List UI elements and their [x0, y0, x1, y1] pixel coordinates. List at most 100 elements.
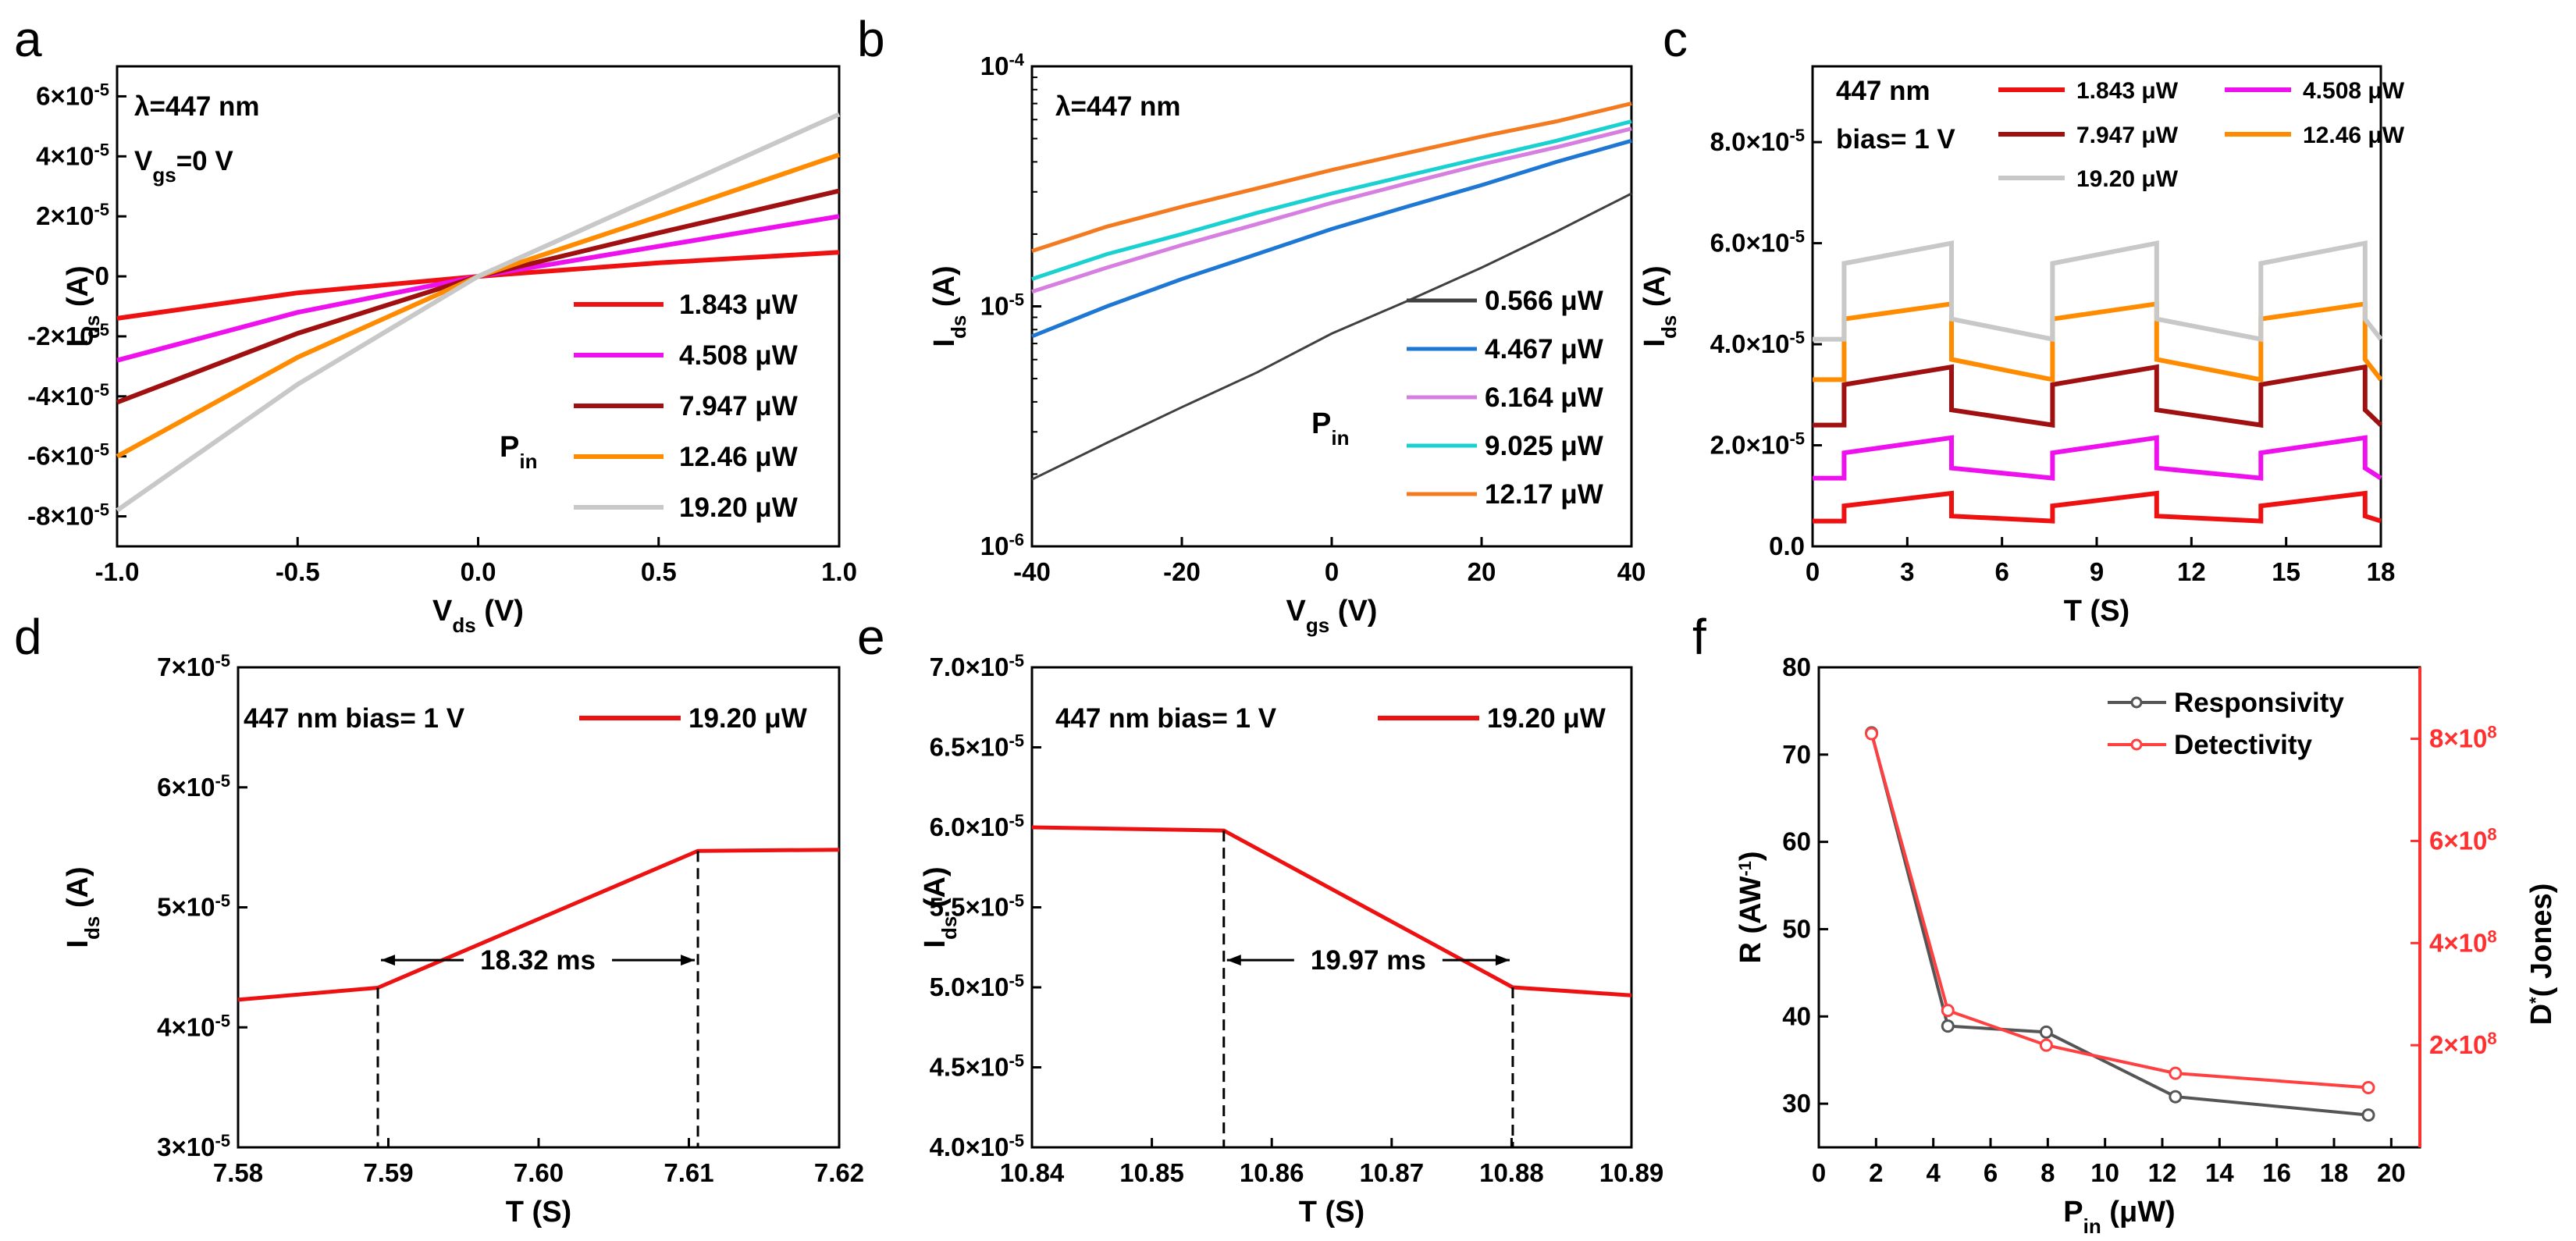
series-line [1031, 192, 1632, 481]
series-line [116, 214, 840, 363]
x-tick-label: 0 [1325, 557, 1339, 586]
y-tick-label: 4.0×10-5 [1710, 328, 1805, 359]
series-line [1870, 732, 2369, 1117]
legend-label: 12.46 μW [679, 442, 798, 472]
x-axis-label: T (S) [2064, 595, 2129, 628]
plot-frame [1817, 666, 2421, 1149]
x-tick-label: 7.61 [664, 1158, 713, 1187]
arrow-head [1495, 955, 1510, 966]
x-tick-label: 0.0 [461, 557, 496, 586]
legend-title: Pin [1311, 407, 1349, 450]
chart-f: 0 2 4 6 8 10 12 14 16 18 20 80 70 60 50 40 30 Pin (μW) R (… [1735, 653, 2558, 1238]
legend-label: Responsivity [2174, 688, 2344, 718]
x-tick-label: 6 [1984, 1158, 1998, 1187]
series-point [2361, 1080, 2375, 1094]
legend-label: Detectivity [2174, 730, 2313, 760]
y-tick-label: 5.0×10-5 [930, 971, 1024, 1002]
x-tick-label: 18 [2367, 557, 2396, 586]
y2-tick-label: 6×108 [2429, 824, 2497, 855]
y-tick-label: 6.5×10-5 [930, 731, 1024, 762]
annotation: 447 nm bias= 1 V [244, 703, 465, 734]
x-axis-label: T (S) [1299, 1196, 1364, 1229]
x-tick-label: 12 [2177, 557, 2206, 586]
y2-axis-label: D*( Jones) [2525, 884, 2558, 1026]
y-tick-label: 2×10-5 [36, 200, 109, 231]
x-tick-label: -0.5 [276, 557, 320, 586]
y2-tick-label: 8×108 [2429, 722, 2497, 753]
annotation: Vgs=0 V [134, 146, 233, 187]
x-axis-label: Vgs (V) [1286, 595, 1378, 637]
y-tick-label: -8×10-5 [27, 500, 109, 531]
series-point [1941, 1004, 1955, 1018]
x-tick-label: 10.84 [1000, 1158, 1065, 1187]
x-tick-label: 12 [2148, 1158, 2177, 1187]
y-tick-label: 7.0×10-5 [930, 651, 1024, 682]
annotation: λ=447 nm [134, 91, 260, 122]
legend-label: 1.843 μW [679, 290, 798, 320]
y-tick-label: 6×10-5 [157, 770, 230, 802]
y-tick-label: -6×10-5 [27, 439, 109, 471]
chart-c: 0 3 6 9 12 15 18 8.0×10-5 6.0×10-5 4.0×10-5 2.0×10… [1638, 65, 2405, 628]
y-tick-label: 3×10-5 [157, 1131, 230, 1162]
y-tick-label: 10-6 [980, 530, 1024, 561]
y2-tick-label: 2×108 [2429, 1029, 2497, 1060]
x-axis-label: T (S) [506, 1196, 571, 1229]
series-point [2361, 1108, 2375, 1122]
x-tick-label: 0 [1812, 1158, 1826, 1187]
y-tick-label: 4.5×10-5 [930, 1051, 1024, 1082]
series-line [1813, 435, 2382, 481]
legend-label: 19.20 μW [1487, 703, 1606, 734]
series-line [1031, 101, 1632, 253]
y-tick-label: 4×10-5 [36, 140, 109, 171]
series-line [1031, 126, 1632, 294]
x-tick-label: -1.0 [95, 557, 140, 586]
y-tick-label: 80 [1782, 653, 1811, 681]
panel-label-d: d [14, 609, 42, 665]
series-line [1813, 300, 2383, 383]
x-tick-label: 3 [1900, 557, 1914, 586]
series-line [1813, 490, 2382, 524]
chart-a: -1.0 -0.5 0.0 0.5 1.0 6×10-5 4×10-5 2×10-5 0 -2×1… [27, 65, 857, 637]
annotation: bias= 1 V [1836, 124, 1955, 155]
y-tick-label: 40 [1782, 1001, 1811, 1030]
legend-label: 7.947 μW [679, 391, 798, 421]
y-tick-label: 60 [1782, 827, 1811, 856]
panel-label-a: a [14, 11, 42, 67]
y-tick-label: -4×10-5 [27, 379, 109, 411]
x-tick-label: 1.0 [821, 557, 857, 586]
arrow-head [681, 955, 696, 966]
plot-frame [1030, 666, 1633, 1149]
x-tick-label: 14 [2205, 1158, 2234, 1187]
chart-e: 10.84 10.85 10.86 10.87 10.88 10.89 7.0×10-5 6.… [919, 651, 1663, 1229]
y-tick-label: 8.0×10-5 [1710, 126, 1805, 157]
x-tick-label: 7.60 [514, 1158, 564, 1187]
legend-label: 4.508 μW [2303, 78, 2405, 104]
legend-label: 19.20 μW [688, 703, 807, 734]
legend-label: 7.947 μW [2076, 123, 2179, 148]
legend-label: 19.20 μW [2076, 166, 2179, 192]
plot-frame [237, 666, 841, 1149]
x-tick-label: 15 [2272, 557, 2300, 586]
x-axis-label: Vds (V) [432, 595, 524, 637]
y-axis-label: Ids (A) [62, 866, 104, 948]
x-tick-label: 16 [2262, 1158, 2291, 1187]
x-tick-label: 10.89 [1599, 1158, 1664, 1187]
x-tick-label: 40 [1617, 557, 1646, 586]
x-tick-label: 7.58 [213, 1158, 263, 1187]
y-tick-label: 10-5 [980, 290, 1024, 321]
series-line [1813, 364, 2383, 428]
annotation: 447 nm bias= 1 V [1055, 703, 1277, 734]
chart-d: 7.58 7.59 7.60 7.61 7.62 7×10-5 6×10-5 5×10-5 4×… [62, 651, 864, 1229]
x-tick-label: 8 [2041, 1158, 2055, 1187]
series-line [1031, 138, 1632, 339]
y-axis-label: R (AW-1) [1735, 851, 1767, 963]
series-point [2039, 1025, 2053, 1039]
x-tick-label: 20 [2377, 1158, 2406, 1187]
legend-label: 12.17 μW [1485, 479, 1603, 510]
x-tick-label: 10.87 [1360, 1158, 1425, 1187]
series-line [1031, 825, 1632, 997]
legend-title: Pin [500, 431, 537, 473]
panel-label-c: c [1663, 11, 1688, 67]
y-axis-label: Ids (A) [1638, 265, 1681, 347]
panel-label-b: b [857, 11, 885, 67]
